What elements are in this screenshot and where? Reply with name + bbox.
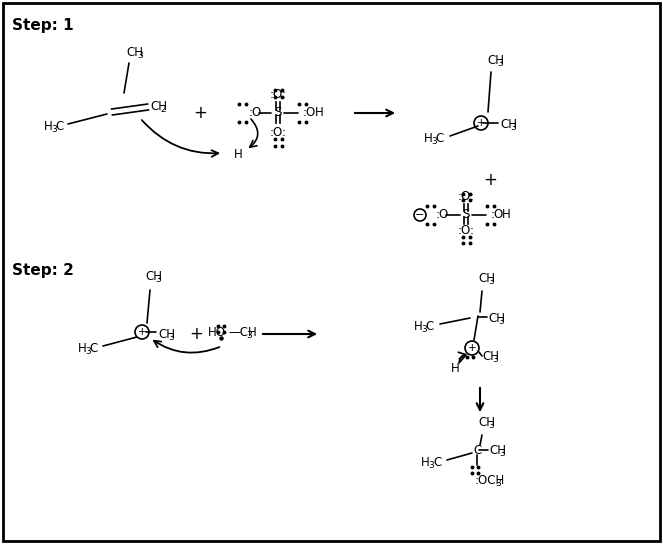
Text: :O: :O xyxy=(491,208,505,221)
Text: :OCH: :OCH xyxy=(475,473,505,486)
Text: CH: CH xyxy=(488,312,505,325)
Text: :O:: :O: xyxy=(269,88,286,101)
Text: C: C xyxy=(433,455,441,468)
Text: CH: CH xyxy=(478,271,495,285)
Text: :O: :O xyxy=(436,208,450,221)
Text: C: C xyxy=(56,120,64,133)
Text: H: H xyxy=(414,319,422,332)
Text: CH: CH xyxy=(150,100,167,113)
Text: C: C xyxy=(426,319,434,332)
Text: CH: CH xyxy=(126,46,143,59)
Text: 3: 3 xyxy=(168,332,174,342)
Text: :O:: :O: xyxy=(457,225,475,238)
Text: 2: 2 xyxy=(160,104,166,114)
Text: C: C xyxy=(436,132,444,145)
Text: +: + xyxy=(189,325,203,343)
Text: :O:: :O: xyxy=(269,127,286,139)
Text: S: S xyxy=(274,107,282,120)
Text: 3: 3 xyxy=(492,355,498,364)
Text: 3: 3 xyxy=(488,421,494,430)
Text: +: + xyxy=(193,104,207,122)
Text: 3: 3 xyxy=(428,461,434,469)
Text: 3: 3 xyxy=(421,325,427,333)
Text: Step: 1: Step: 1 xyxy=(12,18,74,33)
Text: CH: CH xyxy=(482,350,499,363)
Text: 3: 3 xyxy=(495,479,501,487)
Text: 3: 3 xyxy=(488,276,494,286)
Text: :O: :O xyxy=(249,107,263,120)
Text: +: + xyxy=(477,118,485,128)
Text: +: + xyxy=(138,327,147,337)
Text: C: C xyxy=(473,443,481,456)
Text: 3: 3 xyxy=(137,51,143,59)
Text: S: S xyxy=(462,208,469,221)
Text: H: H xyxy=(420,455,430,468)
Text: 3: 3 xyxy=(497,59,503,67)
FancyBboxPatch shape xyxy=(3,3,660,541)
Text: H: H xyxy=(44,120,52,133)
Text: :O:: :O: xyxy=(457,190,475,203)
Text: 3: 3 xyxy=(51,125,57,133)
Text: 3: 3 xyxy=(498,317,504,325)
Text: H: H xyxy=(78,342,86,355)
Text: —CH: —CH xyxy=(228,325,257,338)
Text: CH: CH xyxy=(478,416,495,429)
Text: :O: :O xyxy=(303,107,316,120)
Text: CH: CH xyxy=(487,53,504,66)
Text: CH: CH xyxy=(158,327,175,341)
Text: CH: CH xyxy=(500,118,517,131)
Text: C: C xyxy=(90,342,98,355)
Text: 3: 3 xyxy=(85,347,91,355)
Text: CH: CH xyxy=(489,444,506,458)
Text: +: + xyxy=(483,171,497,189)
Text: CH: CH xyxy=(145,270,162,283)
Text: −: − xyxy=(415,210,425,220)
Text: 3: 3 xyxy=(499,449,505,459)
Text: HO: HO xyxy=(208,325,226,338)
Text: H: H xyxy=(315,107,324,120)
Text: H: H xyxy=(451,362,459,374)
Text: 3: 3 xyxy=(246,331,252,339)
Text: 3: 3 xyxy=(510,122,516,132)
Text: H: H xyxy=(233,149,243,162)
Text: 3: 3 xyxy=(431,137,437,145)
Text: H: H xyxy=(502,208,511,221)
Text: +: + xyxy=(467,343,476,353)
Text: 3: 3 xyxy=(155,275,161,285)
Text: H: H xyxy=(424,132,432,145)
Text: Step: 2: Step: 2 xyxy=(12,263,74,278)
